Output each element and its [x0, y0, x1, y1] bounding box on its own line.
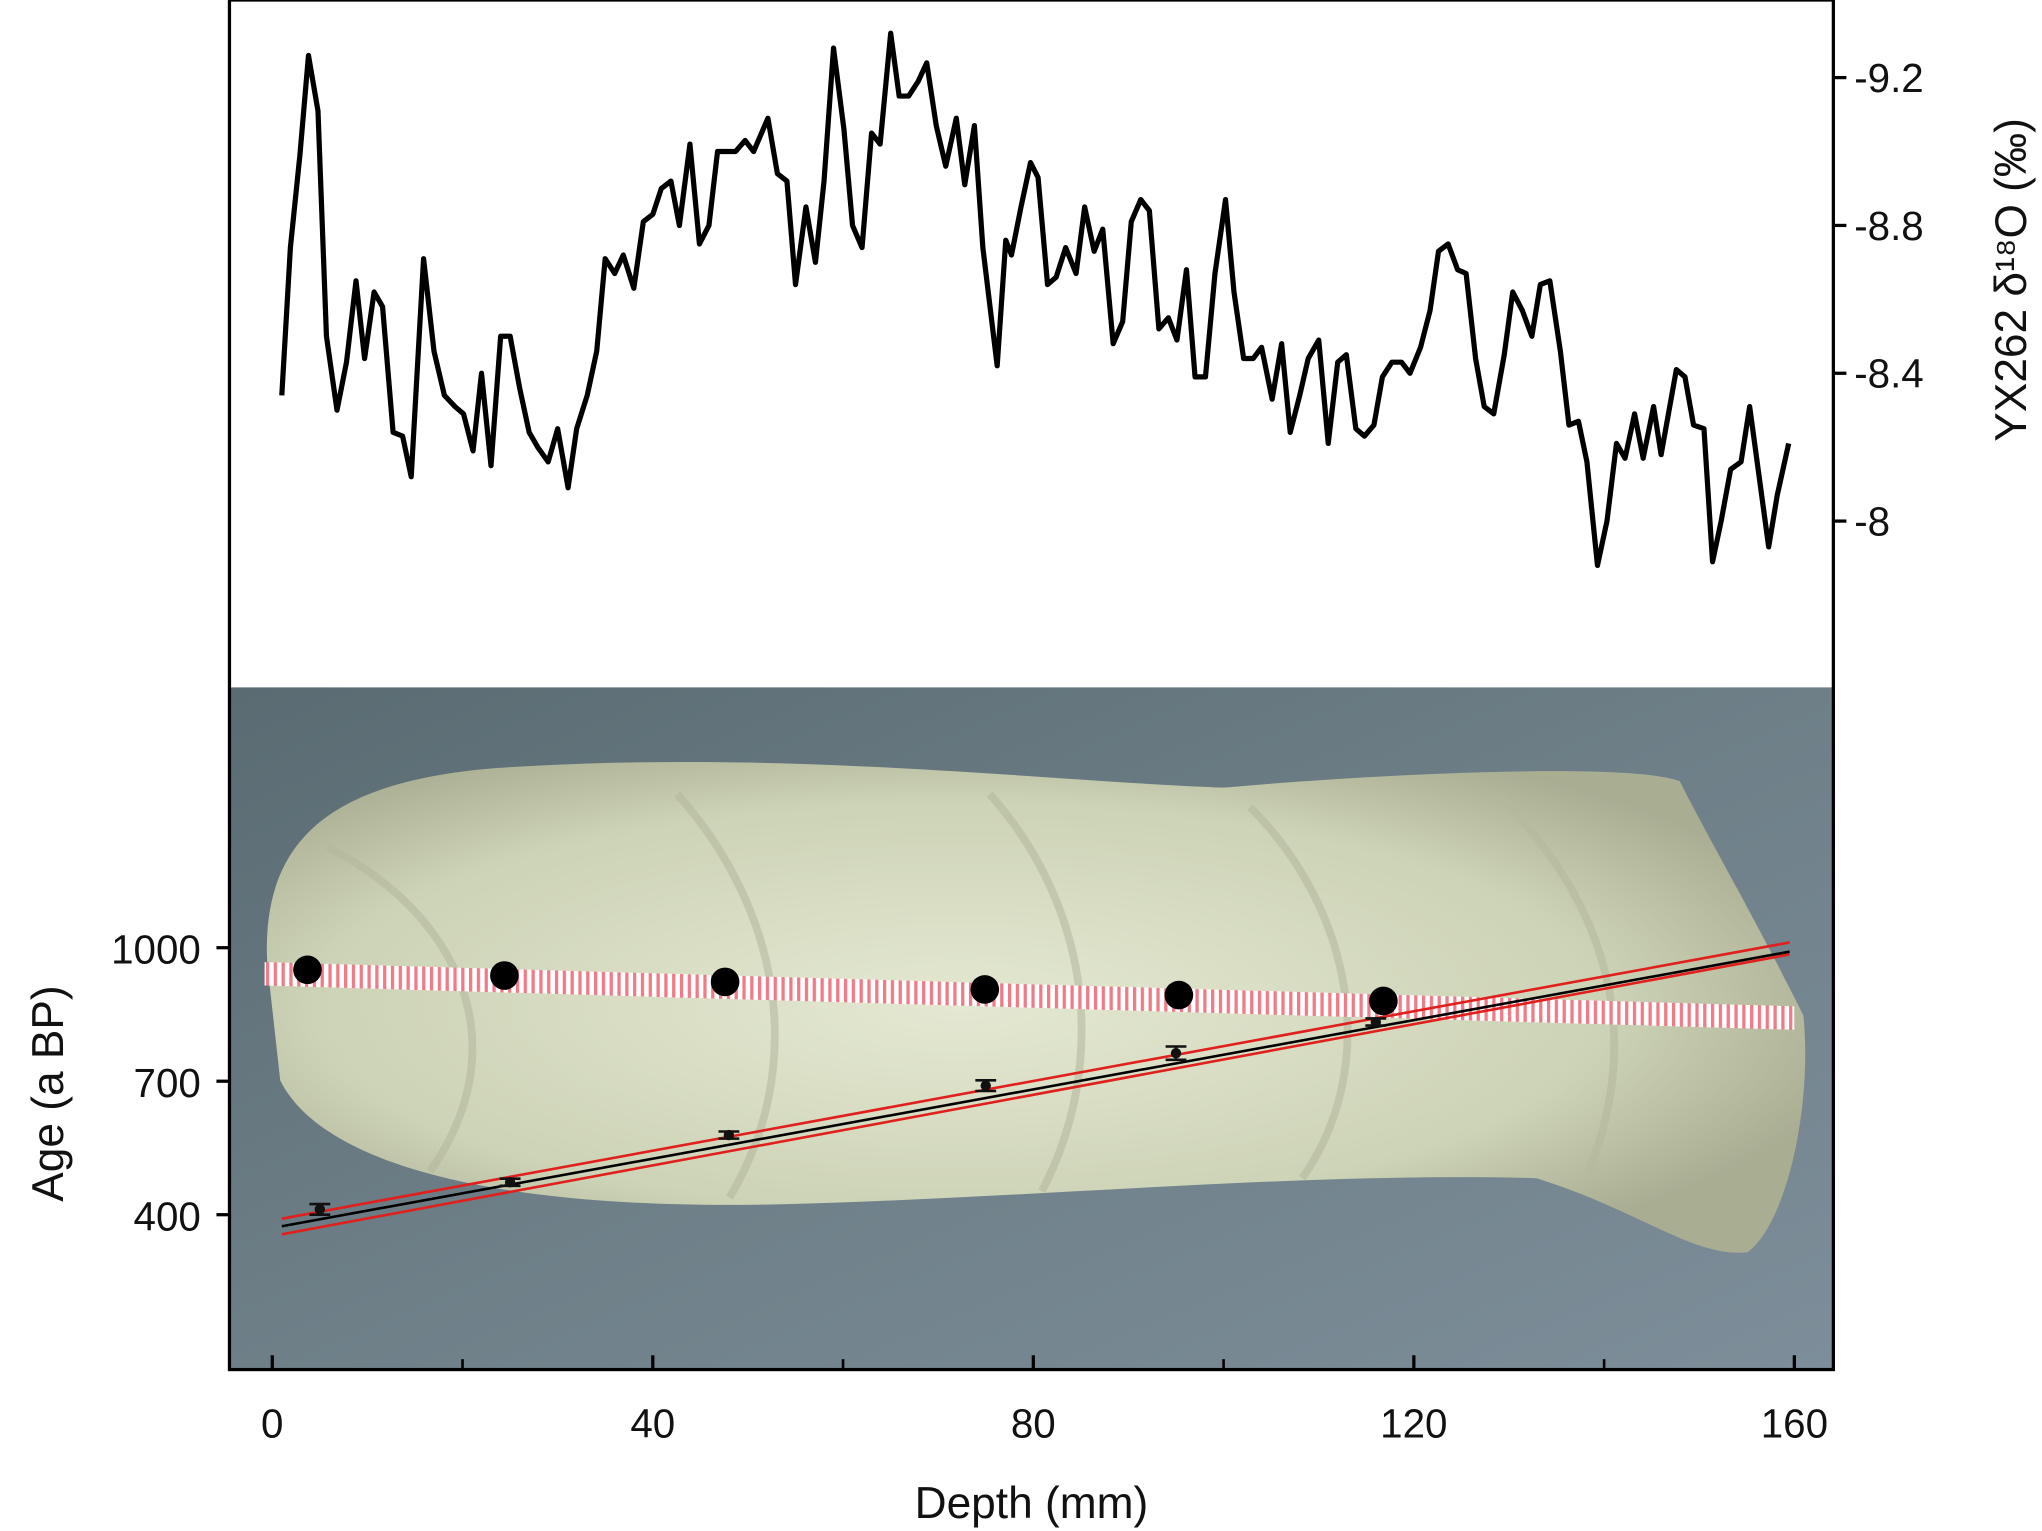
d18o-line — [279, 30, 1792, 569]
y-axis-title: Age (a BP) — [24, 985, 73, 1201]
y-tick-label: 700 — [134, 1060, 201, 1106]
y-tick-label: 400 — [134, 1193, 201, 1239]
x-tick-label: 80 — [1011, 1400, 1056, 1446]
x-tick-label: 120 — [1380, 1400, 1447, 1446]
age-point — [314, 1204, 326, 1215]
sample-dot — [1369, 986, 1398, 1016]
age-point — [1170, 1047, 1182, 1059]
sample-dot — [710, 967, 740, 997]
y2-tick-label: -8.4 — [1854, 351, 1924, 397]
age-point — [1370, 1016, 1381, 1028]
x-tick-label: 0 — [261, 1400, 283, 1446]
age-model-line — [281, 941, 1790, 1220]
y2-tick-label: -8.8 — [1854, 203, 1924, 249]
x-tick-label: 160 — [1761, 1400, 1828, 1446]
age-point — [723, 1129, 735, 1141]
sample-dot — [1164, 980, 1194, 1010]
sample-dot — [970, 975, 1000, 1004]
age-model-line — [281, 953, 1790, 1236]
plot-frame — [227, 0, 1835, 1372]
age-point — [504, 1177, 516, 1188]
age-model-line — [281, 950, 1790, 1228]
age-point — [980, 1080, 991, 1091]
x-tick-label: 40 — [630, 1400, 675, 1446]
y2-tick-label: -8 — [1854, 498, 1890, 544]
y2-tick-label: -9.2 — [1854, 55, 1924, 101]
y2-axis-title: YX262 δ¹⁸O (‰) — [1987, 118, 2036, 442]
sample-dot — [293, 955, 322, 985]
sample-dot — [490, 961, 519, 990]
x-axis-title: Depth (mm) — [915, 1479, 1149, 1528]
y-tick-label: 1000 — [111, 926, 201, 972]
